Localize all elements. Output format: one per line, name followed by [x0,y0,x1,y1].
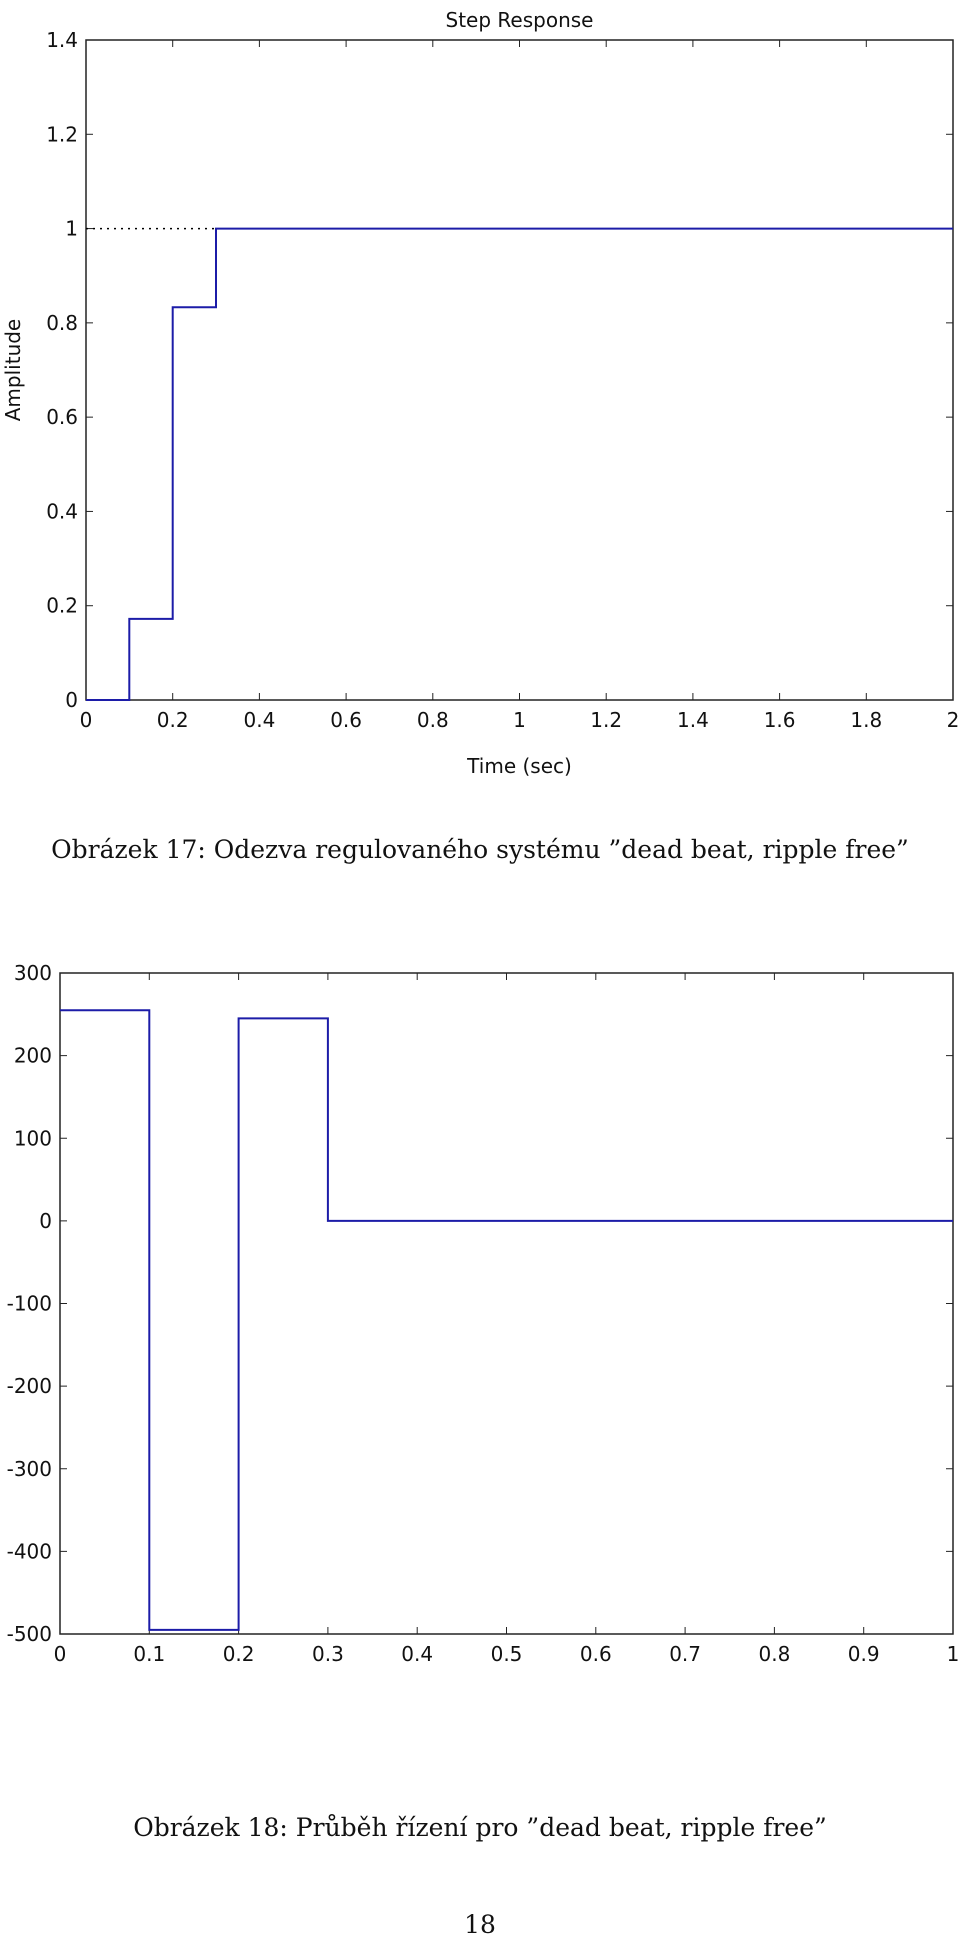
y-tick-label: 0.8 [46,311,78,335]
control-signal-chart: 0 0.1 0.2 0.3 0.4 0.5 0.6 0.7 0.8 0.9 13002001000-… [7,961,960,1666]
x-tick-label: 0.1 [133,1642,165,1666]
y-tick-label: 1.2 [46,122,78,146]
step-response-chart: 0 0.2 0.4 0.6 0.8 1 1.2 1.4 1.6 1.8 2 0 0.2 0.4 0.6 0.8… [1,8,960,778]
x-tick-label: 0.7 [669,1642,701,1666]
x-tick-label: 0.6 [330,708,362,732]
plot-area [85,39,954,701]
y-tick-label: 1 [65,217,78,241]
x-tick-label: 0.4 [243,708,275,732]
figure-18-caption: Obrázek 18: Průběh řízení pro ”dead beat… [133,1813,827,1842]
page-number: 18 [464,1910,496,1939]
y-axis-label: Amplitude [1,319,25,422]
y-tick-label: 1.4 [46,28,78,52]
y-tick-label: 200 [14,1044,52,1068]
x-tick-label: 0.3 [312,1642,344,1666]
x-tick-label: 0.5 [491,1642,523,1666]
x-tick-label: 1 [513,708,526,732]
y-tick-label: 100 [14,1126,52,1150]
x-tick-label: 2 [947,708,960,732]
x-axis-label: Time (sec) [466,754,572,778]
y-tick-label: -300 [7,1457,52,1481]
plot-area [59,972,954,1635]
y-tick-label: 0.6 [46,405,78,429]
x-tick-label: 1 [947,1642,960,1666]
series-line-0 [86,227,953,701]
x-tick-label: 1.2 [590,708,622,732]
y-tick-label: -500 [7,1622,52,1646]
y-tick-label: -200 [7,1374,52,1398]
x-tick-label: 0.2 [157,708,189,732]
y-tick-label: 0 [65,688,78,712]
y-tick-label: -400 [7,1539,52,1563]
x-tick-label: 0.8 [417,708,449,732]
figure-17-caption: Obrázek 17: Odezva regulovaného systému … [51,835,909,864]
x-tick-label: 0 [80,708,93,732]
y-tick-label: -100 [7,1292,52,1316]
y-tick-label: 0.4 [46,499,78,523]
x-tick-label: 0.8 [758,1642,790,1666]
y-tick-label: 0 [39,1209,52,1233]
x-tick-label: 0.6 [580,1642,612,1666]
y-tick-label: 300 [14,961,52,985]
x-tick-label: 0 [54,1642,67,1666]
x-tick-label: 1.6 [764,708,796,732]
x-tick-label: 0.2 [223,1642,255,1666]
x-tick-label: 1.8 [850,708,882,732]
x-tick-label: 1.4 [677,708,709,732]
y-tick-label: 0.2 [46,594,78,618]
chart-title: Step Response [446,8,594,32]
x-tick-label: 0.9 [848,1642,880,1666]
series-line-0 [60,1009,953,1631]
x-tick-label: 0.4 [401,1642,433,1666]
